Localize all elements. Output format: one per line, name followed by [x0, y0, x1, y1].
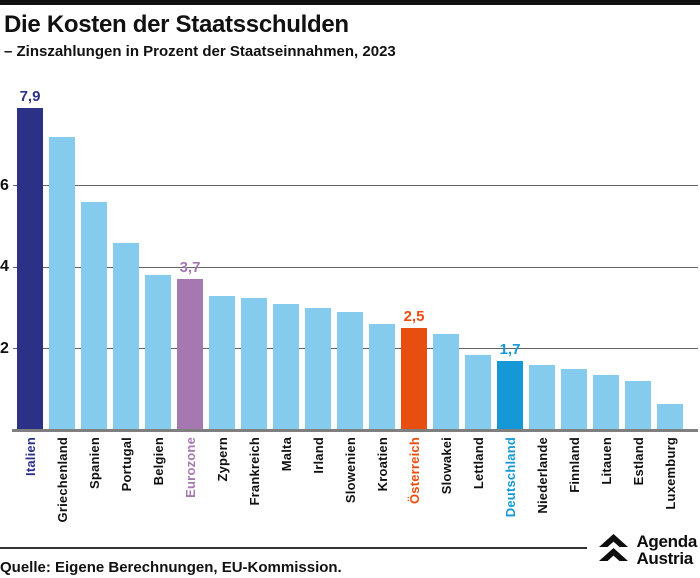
bar-Malta	[273, 303, 299, 430]
x-labels-row: Italien Griechenland Spanien Portugal Belgie…	[13, 437, 698, 532]
footer-divider	[0, 547, 587, 549]
bar-Italien	[17, 108, 43, 430]
bar-column-Slowenien	[334, 104, 366, 430]
bar-Österreich	[401, 328, 427, 430]
y-tick-label-6: 6	[0, 176, 9, 194]
bar-column-Frankreich	[238, 104, 270, 430]
logo-text-line1: Agenda	[636, 532, 697, 551]
bar-column-Malta	[270, 104, 302, 430]
bar-Finnland	[561, 368, 587, 430]
logo-text: Agenda Austria	[636, 533, 697, 567]
bar-Irland	[305, 307, 331, 430]
logo-text-line2: Austria	[636, 549, 693, 568]
x-label-Eurozone: Eurozone	[182, 437, 198, 498]
x-label-Malta: Malta	[278, 437, 294, 472]
bar-Estland	[625, 381, 651, 430]
gridline-4	[13, 266, 698, 268]
agenda-austria-logo: Agenda Austria	[597, 532, 697, 568]
x-label-Zypern: Zypern	[214, 437, 230, 482]
bar-value-label-Eurozone: 3,7	[179, 259, 201, 277]
x-label-Kroatien: Kroatien	[374, 437, 390, 492]
bar-column-Irland	[302, 104, 334, 430]
logo-chevrons-icon	[597, 532, 630, 568]
bar-column-Eurozone: 3,7	[174, 104, 206, 430]
bar-column-Litauen	[590, 104, 622, 430]
footer: Quelle: Eigene Berechnungen, EU-Kommissi…	[0, 532, 698, 578]
x-label-Frankreich: Frankreich	[246, 437, 262, 506]
x-label-Estland: Estland	[630, 437, 646, 486]
bar-column-Kroatien	[366, 104, 398, 430]
bar-Slowakei	[433, 334, 459, 430]
bar-Griechenland	[49, 136, 75, 430]
bar-column-Spanien	[78, 104, 110, 430]
bar-Frankreich	[241, 297, 267, 430]
bar-value-label-Deutschland: 1,7	[499, 340, 521, 358]
bar-column-Portugal	[110, 104, 142, 430]
bar-Eurozone	[177, 279, 203, 430]
y-tick-label-2: 2	[0, 339, 9, 357]
x-label-Niederlande: Niederlande	[534, 437, 550, 514]
x-label-Slowenien: Slowenien	[342, 437, 358, 504]
bar-Kroatien	[369, 324, 395, 430]
x-label-Italien: Italien	[22, 437, 38, 476]
x-label-Deutschland: Deutschland	[502, 437, 518, 518]
bar-Luxemburg	[657, 403, 683, 430]
bar-Belgien	[145, 275, 171, 430]
bar-Niederlande	[529, 364, 555, 430]
bar-value-label-Italien: 7,9	[19, 88, 41, 106]
y-tick-label-4: 4	[0, 258, 9, 275]
chart-title: Die Kosten der Staatsschulden	[4, 11, 349, 38]
x-label-Belgien: Belgien	[150, 437, 166, 486]
bar-column-Niederlande	[526, 104, 558, 430]
bar-column-Österreich: 2,5	[398, 104, 430, 430]
chart-plot: 2 4 6 7,9 3,7 2,5 1,7	[0, 88, 698, 432]
x-axis-line	[12, 429, 698, 432]
x-label-Finnland: Finnland	[566, 437, 582, 493]
bar-column-Belgien	[142, 104, 174, 430]
top-strip	[0, 0, 700, 5]
x-label-Lettland: Lettland	[470, 437, 486, 490]
source-text: Quelle: Eigene Berechnungen, EU-Kommissi…	[0, 559, 342, 576]
bar-column-Finnland	[558, 104, 590, 430]
x-label-Griechenland: Griechenland	[54, 437, 70, 523]
bar-Lettland	[465, 354, 491, 430]
bar-column-Lettland	[462, 104, 494, 430]
x-label-Luxemburg: Luxemburg	[662, 437, 678, 510]
bar-Spanien	[81, 201, 107, 430]
bar-column-Luxemburg	[654, 104, 686, 430]
x-label-Slowakei: Slowakei	[438, 437, 454, 495]
page: Die Kosten der Staatsschulden – Zinszahl…	[0, 5, 700, 578]
bar-column-Griechenland	[46, 104, 78, 430]
x-label-Spanien: Spanien	[86, 437, 102, 489]
x-label-Irland: Irland	[310, 437, 326, 474]
bars-row: 7,9 3,7 2,5 1,7	[14, 88, 686, 430]
bar-Portugal	[113, 242, 139, 430]
gridline-6	[13, 185, 698, 186]
x-label-Österreich: Österreich	[406, 437, 422, 505]
bar-value-label-Österreich: 2,5	[403, 308, 425, 326]
x-label-Litauen: Litauen	[598, 437, 614, 485]
x-label-Portugal: Portugal	[118, 437, 134, 492]
bar-column-Estland	[622, 104, 654, 430]
bar-column-Deutschland: 1,7	[494, 104, 526, 430]
bar-column-Zypern	[206, 104, 238, 430]
bar-Zypern	[209, 295, 235, 430]
bar-Litauen	[593, 375, 619, 430]
bar-Slowenien	[337, 311, 363, 430]
chart-subtitle: – Zinszahlungen in Prozent der Staatsein…	[4, 43, 396, 60]
bar-Deutschland	[497, 360, 523, 430]
bar-column-Italien: 7,9	[14, 88, 46, 430]
bar-column-Slowakei	[430, 104, 462, 430]
